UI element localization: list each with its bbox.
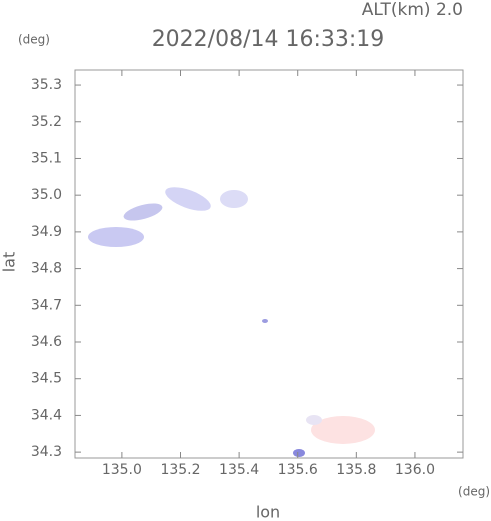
y-tick-label: 34.5 (31, 371, 62, 387)
x-tick-label: 135.8 (336, 462, 376, 478)
x-tick-label: 135.2 (160, 462, 200, 478)
y-tick-label: 34.7 (31, 297, 62, 313)
echo-region (220, 190, 248, 208)
x-axis-label: lon (256, 503, 280, 521)
y-tick-label: 35.0 (31, 187, 62, 203)
y-tick-label: 35.1 (31, 150, 62, 166)
echo-field (88, 187, 375, 457)
y-tick-label: 35.2 (31, 114, 62, 130)
x-tick-label: 135.4 (219, 462, 259, 478)
y-unit: (deg) (18, 33, 50, 47)
y-tick-label: 34.8 (31, 261, 62, 277)
echo-region (306, 415, 322, 425)
echo-region (262, 319, 268, 323)
echo-region (88, 227, 144, 247)
y-tick-label: 34.6 (31, 334, 62, 350)
y-tick-label: 34.9 (31, 224, 62, 240)
y-axis-label: lat (0, 252, 19, 273)
subtitle: ALT(km) 2.0 (362, 0, 463, 20)
x-unit: (deg) (458, 485, 490, 499)
echo-region (123, 203, 163, 221)
y-tick-label: 34.3 (31, 444, 62, 460)
echo-region (165, 187, 211, 211)
chart-title: 2022/08/14 16:33:19 (152, 27, 385, 52)
echo-region (293, 449, 305, 457)
plot-frame (74, 69, 464, 459)
echo-region (311, 416, 375, 444)
y-tick-label: 35.3 (31, 77, 62, 93)
y-tick-label: 34.4 (31, 407, 62, 423)
x-tick-label: 135.0 (102, 462, 142, 478)
x-tick-label: 135.6 (278, 462, 318, 478)
x-tick-label: 136.0 (395, 462, 435, 478)
